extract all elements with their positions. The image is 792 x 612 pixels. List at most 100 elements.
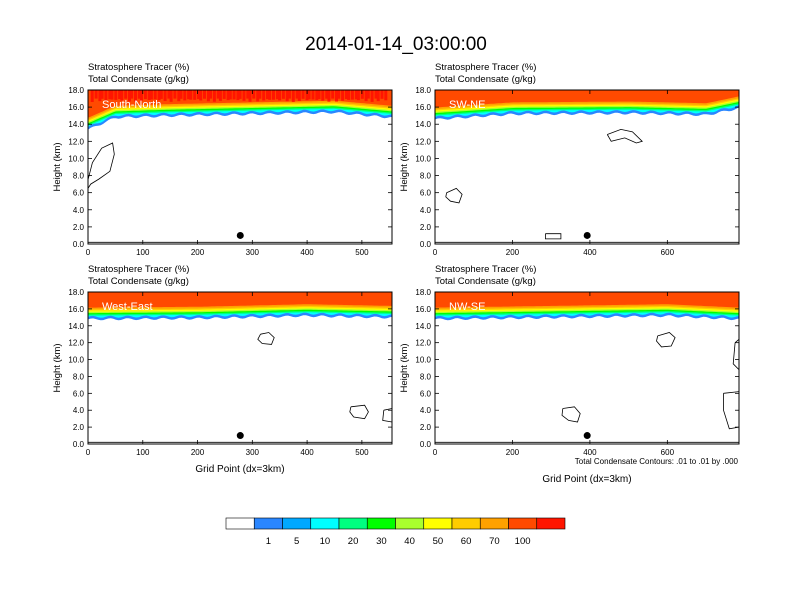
y-tick-label: 0.0 (73, 240, 85, 249)
colorbar-segment (395, 517, 425, 530)
condensate-contour (349, 404, 369, 420)
tracer-streak (248, 90, 252, 102)
tracer-field (435, 90, 739, 244)
tracer-streak (216, 90, 220, 99)
section-label: West-East (102, 301, 153, 313)
tracer-streak (347, 90, 351, 100)
panel-sw-ne: SW-NE Stratosphere Tracer (%)Total Conden… (399, 62, 740, 257)
colorbar-label: 70 (489, 536, 500, 547)
panel-frame (87, 89, 393, 245)
tracer-streak (337, 90, 341, 99)
section-label: South-North (102, 99, 161, 111)
tracer-streak (341, 90, 345, 101)
y-tick-label: 4.0 (73, 406, 85, 415)
y-tick-label: 16.0 (68, 305, 84, 314)
tracer-band-8 (88, 292, 392, 308)
tracer-streak (297, 90, 301, 101)
condensate-contour (257, 332, 275, 345)
y-axis-label: Height (km) (399, 343, 410, 392)
tracer-streak (90, 90, 94, 102)
section-label: NW-SE (449, 301, 485, 313)
tracer-streak (193, 90, 197, 100)
y-tick-label: 2.0 (73, 423, 85, 432)
tracer-streak (110, 90, 114, 100)
colorbar-segment (282, 517, 312, 530)
tracer-streak (134, 90, 137, 102)
condensate-contour (723, 391, 739, 430)
condensate-contour (606, 128, 643, 144)
tracer-streak (325, 90, 329, 99)
tracer-streak (356, 90, 360, 101)
tracer-streak (258, 90, 262, 99)
contour-note: Total Condensate Contours: .01 to .01 by… (575, 457, 739, 466)
y-tick-label: 18.0 (415, 86, 431, 95)
y-tick-label: 14.0 (415, 322, 431, 331)
figure-title: 2014-01-14_03:00:00 (305, 34, 487, 55)
tracer-streak (149, 90, 153, 100)
tracer-streak (285, 90, 289, 102)
tracer-streak (275, 90, 279, 100)
y-axis-label: Height (km) (52, 142, 63, 191)
tracer-streak (331, 90, 335, 99)
y-tick-label: 4.0 (73, 206, 85, 215)
y-tick-label: 14.0 (415, 120, 431, 129)
colorbar-segment (253, 517, 283, 530)
colorbar-segment (536, 517, 566, 530)
y-tick-label: 12.0 (415, 339, 431, 348)
tracer-streak (137, 90, 141, 99)
x-tick-label: 300 (246, 248, 260, 257)
x-axis-label: Grid Point (dx=3km) (542, 474, 631, 485)
y-tick-label: 2.0 (420, 423, 432, 432)
y-tick-label: 12.0 (415, 137, 431, 146)
y-tick-label: 16.0 (68, 103, 84, 112)
y-tick-label: 4.0 (420, 206, 432, 215)
colorbar-label: 100 (515, 536, 531, 547)
colorbar-label: 10 (320, 536, 331, 547)
tracer-streak (380, 90, 384, 99)
y-tick-label: 8.0 (73, 172, 85, 181)
tracer-streak (130, 90, 134, 99)
y-tick-label: 10.0 (415, 356, 431, 365)
tracer-streak (266, 90, 269, 100)
y-tick-label: 10.0 (68, 154, 84, 163)
tracer-streak (321, 90, 325, 101)
y-tick-label: 2.0 (420, 223, 432, 232)
tracer-streak (153, 90, 157, 100)
y-tick-label: 14.0 (68, 322, 84, 331)
tracer-streak (344, 90, 348, 99)
location-marker (236, 231, 244, 239)
x-tick-label: 400 (583, 448, 597, 457)
tracer-streak (203, 90, 206, 99)
y-tick-label: 6.0 (420, 189, 432, 198)
tracer-streak (167, 90, 171, 99)
y-axis-label: Height (km) (52, 343, 63, 392)
tracer-streak (335, 90, 338, 102)
tracer-streak (104, 90, 108, 101)
tracer-streak (232, 90, 236, 100)
panel-title-line1: Stratosphere Tracer (%) (88, 62, 189, 73)
condensate-contour (382, 408, 392, 423)
panels: South-North Stratosphere Tracer (%) Total … (52, 62, 740, 485)
tracer-streak (281, 90, 285, 99)
x-tick-label: 500 (355, 248, 369, 257)
tracer-streak (199, 90, 203, 101)
y-tick-label: 6.0 (420, 389, 432, 398)
panel-frame (434, 291, 740, 445)
condensate-contour (445, 187, 463, 204)
tracer-streak (94, 90, 98, 99)
colorbar-segment (508, 517, 538, 530)
y-tick-label: 8.0 (73, 372, 85, 381)
panel-title-line1: Stratosphere Tracer (%) (88, 264, 189, 275)
y-tick-label: 0.0 (73, 440, 85, 449)
tracer-streak (301, 90, 305, 99)
tracer-streak (218, 90, 222, 101)
tracer-field (435, 292, 739, 444)
tracer-streak (272, 90, 275, 100)
x-tick-label: 200 (191, 248, 205, 257)
tracer-streak (305, 90, 309, 101)
tracer-streak (228, 90, 232, 100)
y-tick-label: 10.0 (415, 154, 431, 163)
colorbar-label: 30 (376, 536, 387, 547)
colorbar: 1 5 10 20 30 40 50 60 70 100 (225, 517, 566, 547)
